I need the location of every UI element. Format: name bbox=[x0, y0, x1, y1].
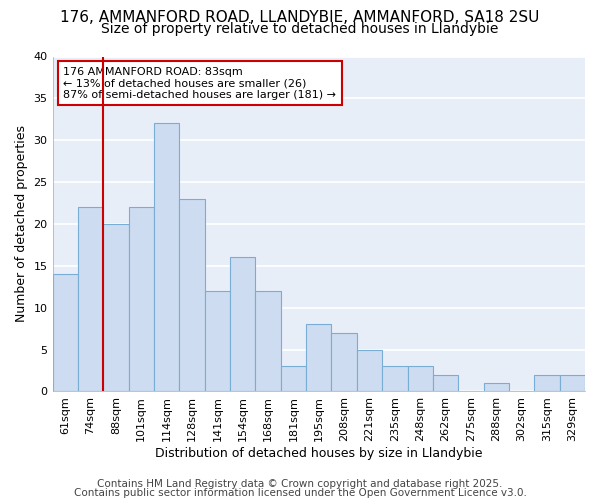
Bar bbox=[433, 374, 458, 392]
Text: Contains public sector information licensed under the Open Government Licence v3: Contains public sector information licen… bbox=[74, 488, 526, 498]
Bar bbox=[103, 224, 128, 392]
Bar bbox=[407, 366, 433, 392]
Bar bbox=[560, 374, 585, 392]
Bar bbox=[78, 207, 103, 392]
Text: Contains HM Land Registry data © Crown copyright and database right 2025.: Contains HM Land Registry data © Crown c… bbox=[97, 479, 503, 489]
Bar bbox=[331, 333, 357, 392]
Bar bbox=[230, 258, 256, 392]
Bar bbox=[281, 366, 306, 392]
Bar bbox=[205, 291, 230, 392]
Bar bbox=[128, 207, 154, 392]
Bar bbox=[154, 124, 179, 392]
Bar bbox=[306, 324, 331, 392]
Y-axis label: Number of detached properties: Number of detached properties bbox=[15, 126, 28, 322]
Bar bbox=[357, 350, 382, 392]
Bar bbox=[534, 374, 560, 392]
Bar bbox=[382, 366, 407, 392]
Text: 176, AMMANFORD ROAD, LLANDYBIE, AMMANFORD, SA18 2SU: 176, AMMANFORD ROAD, LLANDYBIE, AMMANFOR… bbox=[61, 10, 539, 25]
Bar bbox=[53, 274, 78, 392]
Bar bbox=[179, 199, 205, 392]
X-axis label: Distribution of detached houses by size in Llandybie: Distribution of detached houses by size … bbox=[155, 447, 482, 460]
Bar bbox=[256, 291, 281, 392]
Text: 176 AMMANFORD ROAD: 83sqm
← 13% of detached houses are smaller (26)
87% of semi-: 176 AMMANFORD ROAD: 83sqm ← 13% of detac… bbox=[63, 66, 336, 100]
Text: Size of property relative to detached houses in Llandybie: Size of property relative to detached ho… bbox=[101, 22, 499, 36]
Bar bbox=[484, 383, 509, 392]
